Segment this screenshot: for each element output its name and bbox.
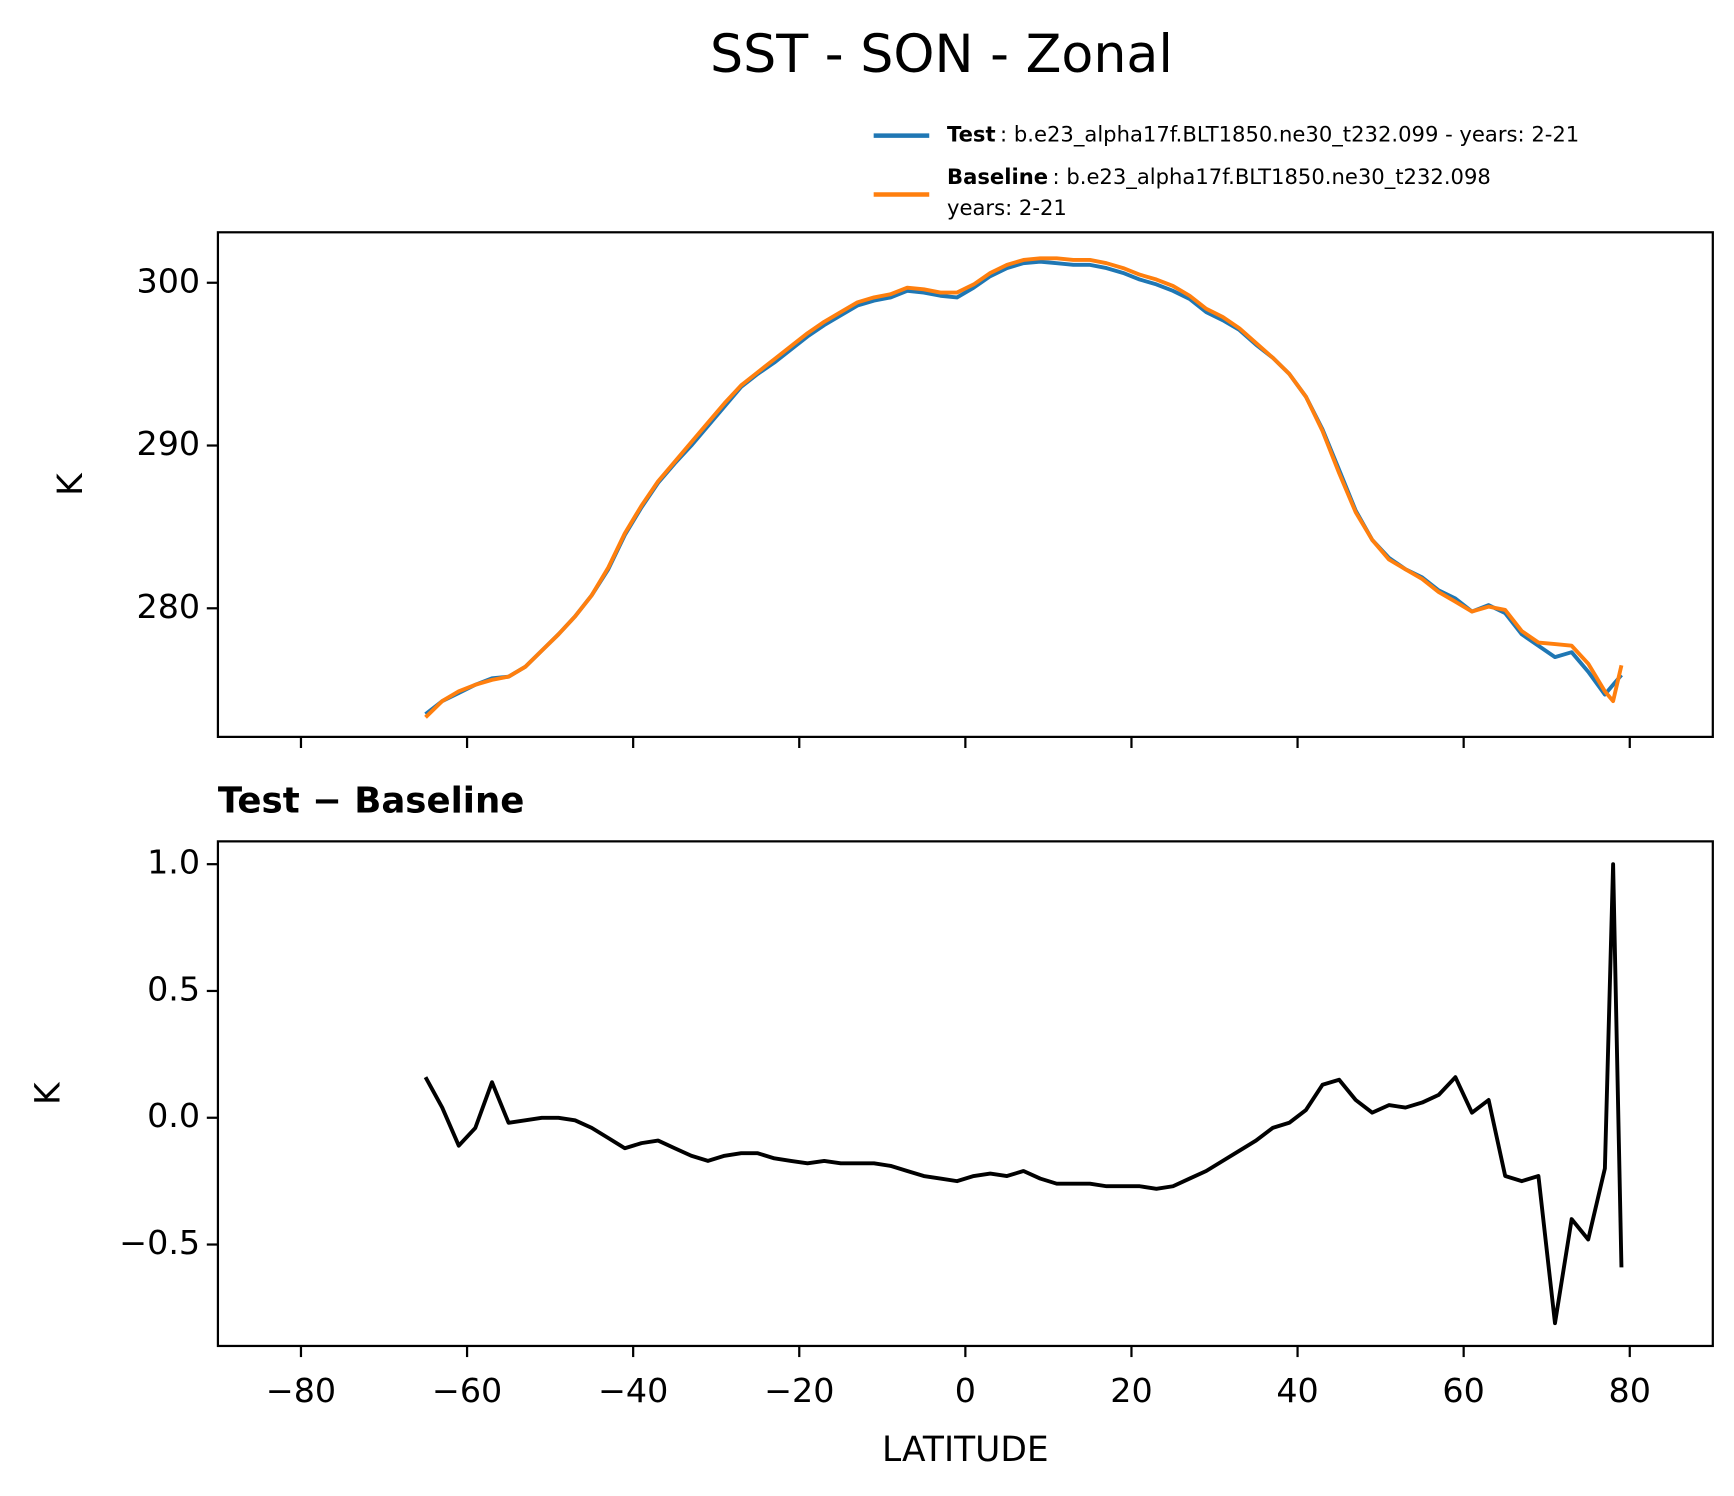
- x-tick-label: 20: [1110, 1371, 1152, 1410]
- legend-name: Baseline: [947, 164, 1048, 189]
- x-tick-label: −40: [598, 1371, 668, 1410]
- legend-detail: : b.e23_alpha17f.BLT1850.ne30_t232.099 -…: [1000, 122, 1579, 148]
- subplot-title: Test − Baseline: [218, 780, 524, 821]
- y-tick-label: 0.5: [147, 969, 200, 1008]
- x-tick-label: 80: [1609, 1371, 1651, 1410]
- y-axis-label: K: [51, 472, 91, 496]
- axes-frame: [216, 840, 1714, 1348]
- y-tick-label: 290: [137, 424, 201, 463]
- x-tick-label: −20: [764, 1371, 834, 1410]
- x-tick-label: 60: [1442, 1371, 1484, 1410]
- y-tick-label: 0.0: [147, 1096, 200, 1135]
- y-tick-label: 280: [137, 587, 201, 626]
- figure-title: SST - SON - Zonal: [710, 25, 1173, 85]
- x-tick-label: 40: [1276, 1371, 1318, 1410]
- legend-name: Test: [947, 122, 996, 147]
- y-axis-label: K: [29, 1081, 69, 1105]
- y-tick-label: 300: [137, 261, 201, 300]
- legend-detail: : b.e23_alpha17f.BLT1850.ne30_t232.098: [1053, 164, 1491, 190]
- data-line: [423, 862, 1624, 1326]
- x-tick-label: −80: [266, 1371, 336, 1410]
- x-axis-label: LATITUDE: [882, 1430, 1049, 1470]
- data-line: [424, 256, 1624, 719]
- x-tick-label: 0: [955, 1371, 976, 1410]
- legend-label-line: years: 2-21: [947, 195, 1067, 220]
- legend-label: Test: b.e23_alpha17f.BLT1850.ne30_t232.0…: [947, 122, 1579, 148]
- legend-label: Baseline: b.e23_alpha17f.BLT1850.ne30_t2…: [947, 164, 1491, 190]
- y-tick-label: 1.0: [147, 843, 200, 882]
- axes-frame: [216, 231, 1714, 738]
- x-tick-label: −60: [432, 1371, 502, 1410]
- y-tick-label: −0.5: [119, 1223, 200, 1262]
